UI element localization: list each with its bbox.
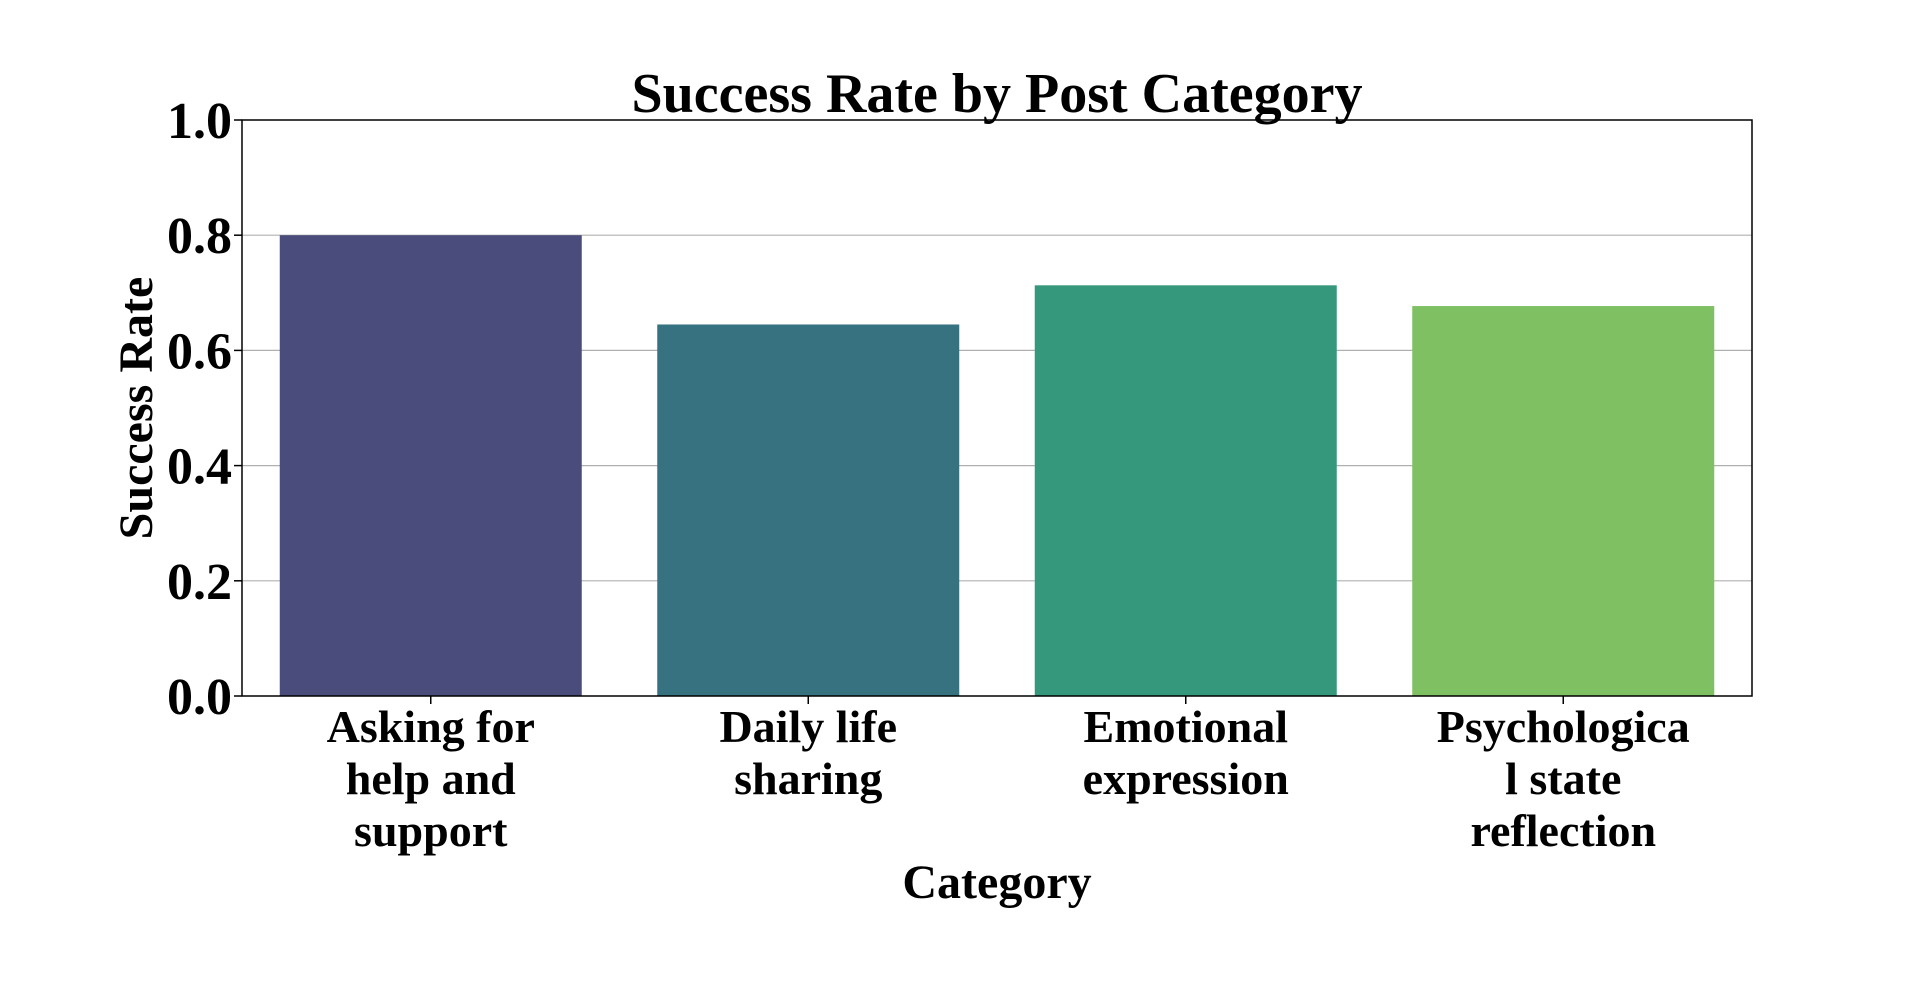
y-tick-label: 0.4 — [167, 439, 232, 496]
x-tick-label: Emotional expression — [1083, 701, 1289, 804]
plot-frame — [241, 119, 1753, 697]
x-tick-label: Asking for help and support — [327, 701, 535, 856]
bar — [1034, 285, 1337, 696]
x-tick-label-line: l state — [1505, 753, 1621, 804]
x-tick-label-line: reflection — [1470, 805, 1656, 856]
x-tick-label-line: Daily life — [719, 701, 897, 752]
bars — [279, 235, 1715, 696]
x-tick-label-line: Psychologica — [1437, 701, 1690, 752]
y-tick-label: 0.2 — [167, 554, 232, 611]
y-tick-label: 1.0 — [167, 93, 232, 150]
y-tick-label: 0.6 — [167, 323, 232, 380]
x-tick-label-line: Emotional — [1084, 701, 1288, 752]
x-tick-label: Psychologica l state reflection — [1437, 701, 1690, 856]
chart-title: Success Rate by Post Category — [632, 63, 1363, 125]
x-tick-label-line: support — [354, 805, 508, 856]
bar — [279, 235, 582, 696]
x-tick-label-line: help and — [346, 753, 516, 804]
x-tick-label-line: sharing — [734, 753, 882, 804]
y-tick-labels: 0.0 0.2 0.4 0.6 0.8 1.0 — [167, 93, 242, 726]
x-tick-labels: Asking for help and support Daily life shari… — [327, 696, 1690, 856]
x-axis-title: Category — [902, 856, 1091, 909]
x-tick-label-line: Asking for — [327, 701, 535, 752]
y-tick-label: 0.0 — [167, 669, 232, 726]
x-tick-label: Daily life sharing — [719, 701, 897, 804]
y-tick-label: 0.8 — [167, 208, 232, 265]
bar — [657, 324, 960, 696]
x-tick-label-line: expression — [1083, 753, 1289, 804]
bar — [1412, 306, 1715, 696]
y-axis-title: Success Rate — [110, 277, 163, 540]
